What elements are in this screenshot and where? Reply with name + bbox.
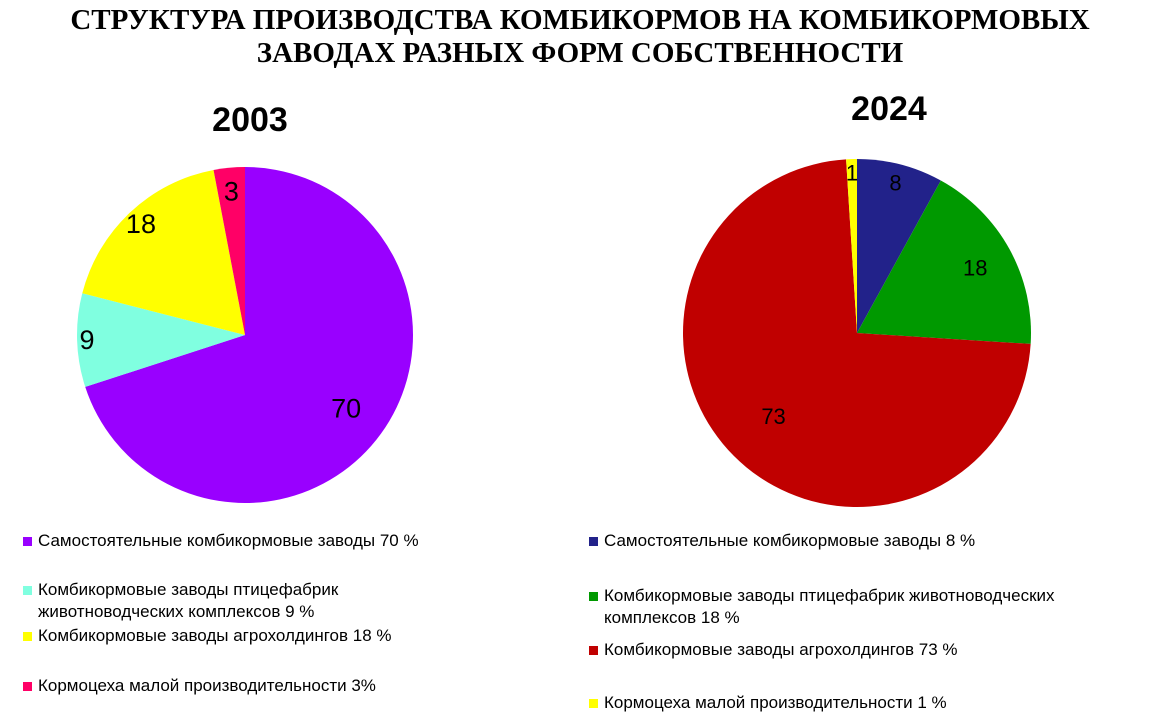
legend-swatch [23, 682, 32, 691]
legend-swatch [23, 537, 32, 546]
legend-label: Самостоятельные комбикормовые заводы 70 … [38, 531, 419, 550]
legend-item: Комбикормовые заводы птицефабрик животно… [589, 585, 1149, 629]
pie-slice [77, 293, 246, 387]
legend-label: Комбикормовые заводы агрохолдингов 73 % [604, 640, 958, 659]
legend-item: Комбикормовые заводы агрохолдингов 18 % [23, 625, 543, 647]
pie-slice [846, 159, 857, 333]
legend-swatch [589, 537, 598, 546]
main-title: СТРУКТУРА ПРОИЗВОДСТВА КОМБИКОРМОВ НА КО… [0, 4, 1160, 70]
legend-label: Самостоятельные комбикормовые заводы 8 % [604, 531, 976, 550]
pie-slice [857, 159, 941, 333]
legend-item: Комбикормовые заводы птицефабрик животно… [23, 579, 423, 623]
main-title-line1: СТРУКТУРА ПРОИЗВОДСТВА КОМБИКОРМОВ НА КО… [70, 4, 1090, 36]
legend-label: Кормоцеха малой производительности 1 % [604, 693, 947, 712]
pie-data-label: 3 [224, 177, 239, 207]
legend-swatch [23, 586, 32, 595]
legend-swatch [589, 592, 598, 601]
pie-data-label: 70 [331, 393, 361, 423]
pie-data-label: 8 [889, 170, 901, 195]
main-title-line2: ЗАВОДАХ РАЗНЫХ ФОРМ СОБСТВЕННОСТИ [256, 37, 904, 69]
legend-item: Кормоцеха малой производительности 3% [23, 675, 543, 697]
legend-item: Кормоцеха малой производительности 1 % [589, 692, 1149, 714]
legend-item: Самостоятельные комбикормовые заводы 8 % [589, 530, 1149, 552]
chart-title-2003: 2003 [212, 101, 288, 139]
pie-data-label: 1 [846, 161, 858, 186]
pie-data-label: 18 [126, 209, 156, 239]
pie-data-label: 18 [963, 255, 987, 280]
legend-item: Самостоятельные комбикормовые заводы 70 … [23, 530, 543, 552]
pie-slice [213, 167, 245, 335]
legend-label: Кормоцеха малой производительности 3% [38, 676, 376, 695]
pie-data-label: 9 [80, 325, 95, 355]
pie-data-label: 73 [761, 404, 785, 429]
legend-swatch [23, 632, 32, 641]
legend-swatch [589, 699, 598, 708]
legend-label: Комбикормовые заводы агрохолдингов 18 % [38, 626, 392, 645]
pie-slice [857, 180, 1031, 344]
legend-label: Комбикормовые заводы птицефабрик животно… [604, 586, 1055, 627]
pie-slice [82, 169, 245, 335]
legend-item: Комбикормовые заводы агрохолдингов 73 % [589, 639, 1149, 661]
legend-label: Комбикормовые заводы птицефабрик животно… [38, 580, 339, 621]
chart-title-2024: 2024 [851, 90, 927, 128]
pie-slice [682, 159, 1031, 507]
legend-swatch [589, 646, 598, 655]
pie-slice [85, 167, 413, 503]
